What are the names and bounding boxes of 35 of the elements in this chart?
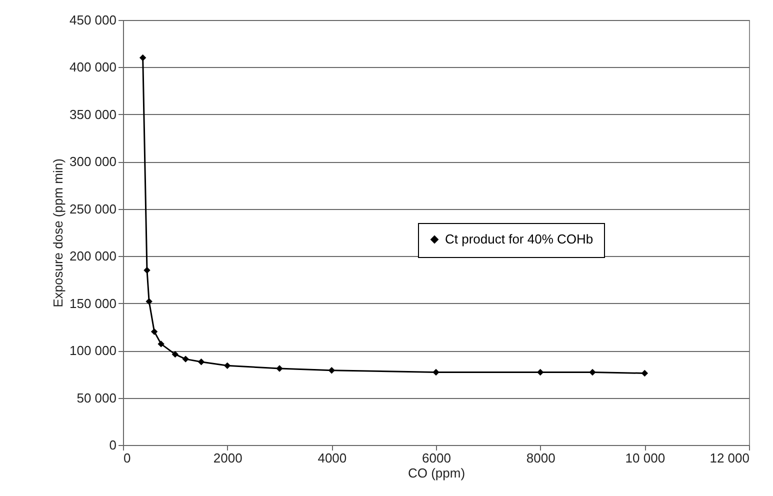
point: [146, 298, 152, 305]
point: [536, 368, 544, 376]
y-tick-label: 0: [109, 438, 116, 452]
point: [198, 358, 205, 366]
point: [328, 367, 336, 374]
y-tick-label: 350 000: [70, 106, 116, 122]
y-tick-label: 400 000: [70, 60, 116, 75]
x-tick-label: 10 000: [625, 450, 666, 466]
point: [276, 365, 283, 372]
y-tick-label: 150 000: [70, 296, 116, 311]
y-tick-label: 200 000: [70, 248, 116, 264]
x-tick-label: 6000: [422, 450, 451, 466]
y-tick-label: 300 000: [70, 154, 116, 170]
point: [641, 370, 648, 377]
point: [589, 368, 596, 376]
point: [144, 266, 150, 274]
y-axis-title: Exposure dose (ppm min): [50, 158, 66, 308]
point: [182, 356, 189, 362]
y-tick-label: 100 000: [70, 343, 116, 358]
y-tick-label: 50 000: [76, 390, 116, 406]
point: [150, 328, 158, 336]
point: [158, 340, 164, 348]
legend-label: Ct product for 40% COHb: [445, 232, 594, 246]
x-axis-title: CO (ppm): [408, 466, 466, 480]
x-tick-label: 12 000: [710, 450, 750, 466]
x-tick-label: 0: [124, 450, 131, 466]
x-tick-label: 2000: [213, 450, 242, 466]
point: [172, 350, 179, 358]
point: [139, 54, 146, 62]
y-tick-label: 250 000: [70, 201, 116, 216]
point: [224, 362, 231, 370]
x-tick-label: 4000: [318, 450, 347, 466]
point: [432, 368, 440, 376]
y-tick-label: 450 000: [70, 12, 116, 28]
x-tick-label: 8000: [526, 450, 556, 466]
